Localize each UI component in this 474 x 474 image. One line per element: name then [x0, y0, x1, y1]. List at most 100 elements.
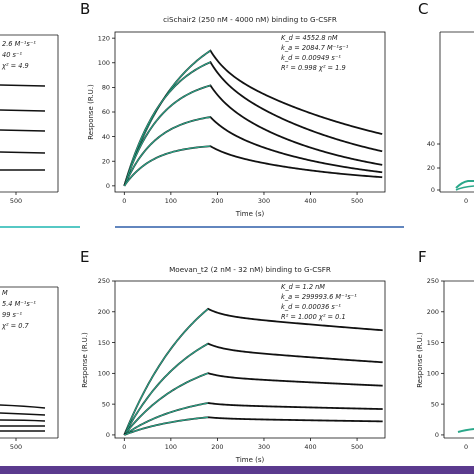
annotation-a-1: 2.6 M⁻¹s⁻¹: [2, 40, 36, 48]
x-tick-label-e-4: 400: [304, 443, 316, 451]
panel-b: B ciSchair2 (250 nM - 4000 nM) binding t…: [80, 0, 386, 218]
annotation-b-2: k_a = 2084.7 M⁻¹s⁻¹: [281, 44, 349, 52]
y-tick-label-b-4: 80: [102, 84, 110, 92]
x-tick-label-b-1: 100: [165, 197, 177, 205]
fit-curve-e-3: [123, 402, 209, 436]
x-ticks-b: 0 100 200 300 400 500: [122, 192, 363, 205]
panel-f-partial: F 250 200 150 100 50 0 Response (R.U.) 0: [416, 248, 474, 451]
panel-a-partial: 2.6 M⁻¹s⁻¹ 40 s⁻¹ χ² = 4.9 500: [0, 34, 59, 205]
panel-letter-e: E: [80, 248, 89, 266]
fit-curve-b-1: [123, 61, 211, 187]
fit-curve-b-2: [123, 84, 211, 187]
x-tick-label-a: 500: [10, 197, 22, 205]
x-tick-label-b-5: 500: [351, 197, 363, 205]
data-curve-e-2: [123, 372, 383, 436]
y-tick-label-f-2: 150: [427, 339, 439, 347]
y-tick-label-e-5: 250: [98, 277, 110, 285]
y-tick-label-b-0: 0: [106, 182, 110, 190]
y-tick-label-b-1: 20: [102, 157, 110, 165]
x-tick-label-e-1: 100: [165, 443, 177, 451]
curve-a-4: [0, 151, 46, 154]
y-tick-label-e-1: 50: [102, 400, 110, 408]
x-tick-label-b-0: 0: [122, 197, 126, 205]
panel-e: E Moevan_t2 (2 nM - 32 nM) binding to G-…: [80, 248, 386, 464]
y-tick-label-c-20: 20: [427, 164, 435, 172]
annotation-b-4: R² = 0.998 χ² = 1.9: [281, 64, 346, 72]
fit-curve-b-3: [123, 116, 211, 187]
fit-curve-b-0: [123, 50, 211, 187]
annotation-d-1: M: [2, 289, 8, 297]
data-curve-e-0: [123, 307, 383, 436]
annotation-a-3: χ² = 4.9: [1, 62, 29, 70]
y-axis-label-b: Response (R.U.): [87, 84, 95, 140]
x-tick-label-b-3: 300: [258, 197, 270, 205]
data-curve-b-3: [123, 116, 383, 187]
curve-a-3: [0, 129, 46, 132]
x-tick-label-b-2: 200: [211, 197, 223, 205]
y-tick-label-e-0: 0: [106, 431, 110, 439]
fit-curve-e-4: [124, 416, 209, 436]
x-tick-label-e-5: 500: [351, 443, 363, 451]
annotation-e-3: k_d = 0.00036 s⁻¹: [281, 303, 341, 311]
y-tick-label-b-5: 100: [98, 59, 110, 67]
y-tick-label-b-2: 40: [102, 133, 110, 141]
y-tick-label-b-3: 60: [102, 108, 110, 116]
x-axis-label-e: Time (s): [235, 456, 265, 464]
fit-curve-c-2: [455, 185, 474, 191]
curve-d-1: [0, 404, 46, 409]
x-tick-label-c: 0: [464, 197, 468, 205]
panel-c-partial: C 40 20 0 0: [418, 0, 474, 205]
annotation-e-1: K_d = 1.2 nM: [281, 283, 325, 291]
y-tick-label-f-5: 0: [435, 431, 439, 439]
panel-letter-f: F: [418, 248, 427, 266]
fit-curve-e-0: [123, 308, 209, 436]
annotation-e-4: R² = 1.000 χ² = 0.1: [281, 313, 346, 321]
curves-e: [123, 307, 383, 436]
y-tick-label-c-40: 40: [427, 140, 435, 148]
annotation-d-4: χ² = 0.7: [1, 322, 30, 330]
annotation-e-2: k_a = 299993.6 M⁻¹s⁻¹: [281, 293, 357, 301]
data-curve-e-4: [123, 416, 383, 436]
chart-title-e: Moevan_t2 (2 nM - 32 nM) binding to G-CS…: [169, 265, 331, 274]
panel-letter-c: C: [418, 0, 428, 18]
y-tick-label-b-6: 120: [98, 34, 110, 42]
annotation-a-2: 40 s⁻¹: [2, 51, 22, 59]
fit-curve-b-4: [123, 145, 211, 187]
x-tick-label-d: 500: [10, 443, 22, 451]
plot-frame-e: [114, 280, 386, 439]
fit-curve-f: [457, 428, 474, 433]
curve-a-2: [0, 109, 46, 112]
x-tick-label-f: 0: [464, 443, 468, 451]
y-tick-label-f-4: 50: [431, 400, 439, 408]
fit-curve-e-1: [123, 343, 209, 436]
y-tick-label-f-3: 100: [427, 370, 439, 378]
curves-b: [123, 49, 383, 187]
y-ticks-b: 0 20 40 60 80 100 120: [98, 34, 115, 190]
curve-d-2: [0, 412, 46, 416]
y-tick-label-f-1: 200: [427, 308, 439, 316]
x-axis-label-b: Time (s): [235, 210, 265, 218]
panel-letter-b: B: [80, 0, 90, 18]
x-tick-label-e-0: 0: [122, 443, 126, 451]
curve-a-1: [0, 84, 46, 87]
y-tick-label-e-4: 200: [98, 308, 110, 316]
y-tick-label-f-0: 250: [427, 277, 439, 285]
curve-d-3: [0, 419, 46, 422]
y-axis-label-f: Response (R.U.): [416, 332, 424, 388]
x-tick-label-e-3: 300: [258, 443, 270, 451]
bottom-bar: [0, 466, 474, 474]
y-tick-label-e-3: 150: [98, 339, 110, 347]
annotation-d-3: 99 s⁻¹: [2, 311, 22, 319]
fit-curve-e-2: [123, 372, 209, 436]
annotation-b-3: k_d = 0.00949 s⁻¹: [281, 54, 341, 62]
y-tick-label-c-0: 0: [431, 186, 435, 194]
annotation-d-2: 5.4 M⁻¹s⁻¹: [2, 300, 36, 308]
annotation-b-1: K_d = 4552.8 nM: [281, 34, 338, 42]
fit-curve-c: [455, 180, 474, 189]
x-tick-label-b-4: 400: [304, 197, 316, 205]
x-tick-label-e-2: 200: [211, 443, 223, 451]
y-ticks-f: 250 200 150 100 50 0: [427, 277, 444, 439]
panel-d-partial: M 5.4 M⁻¹s⁻¹ 99 s⁻¹ χ² = 0.7 500: [0, 286, 59, 451]
y-ticks-e: 0 50 100 150 200 250: [98, 277, 115, 439]
